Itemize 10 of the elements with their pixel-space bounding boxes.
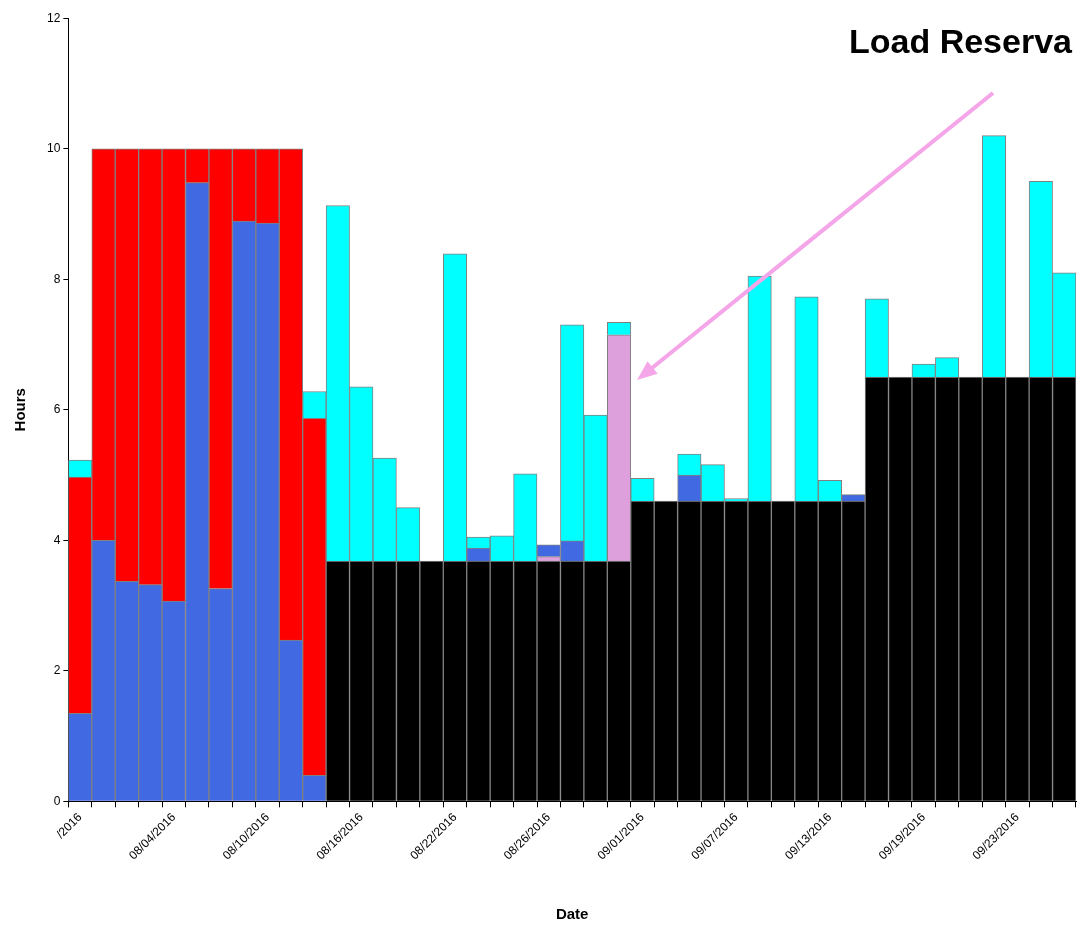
y-tick-label: 10 bbox=[46, 141, 61, 156]
x-axis-title: Date bbox=[555, 905, 589, 923]
y-tick-label: 4 bbox=[53, 532, 61, 547]
y-tick-label: 0 bbox=[53, 793, 61, 808]
y-tick-label: 12 bbox=[46, 10, 61, 25]
y-tick-label: 2 bbox=[53, 663, 61, 678]
y-tick-label: 8 bbox=[53, 271, 61, 286]
y-tick-label: 6 bbox=[53, 402, 61, 417]
chart-title: Load Reserva bbox=[849, 22, 1072, 61]
y-axis-title: Hours bbox=[11, 388, 29, 432]
